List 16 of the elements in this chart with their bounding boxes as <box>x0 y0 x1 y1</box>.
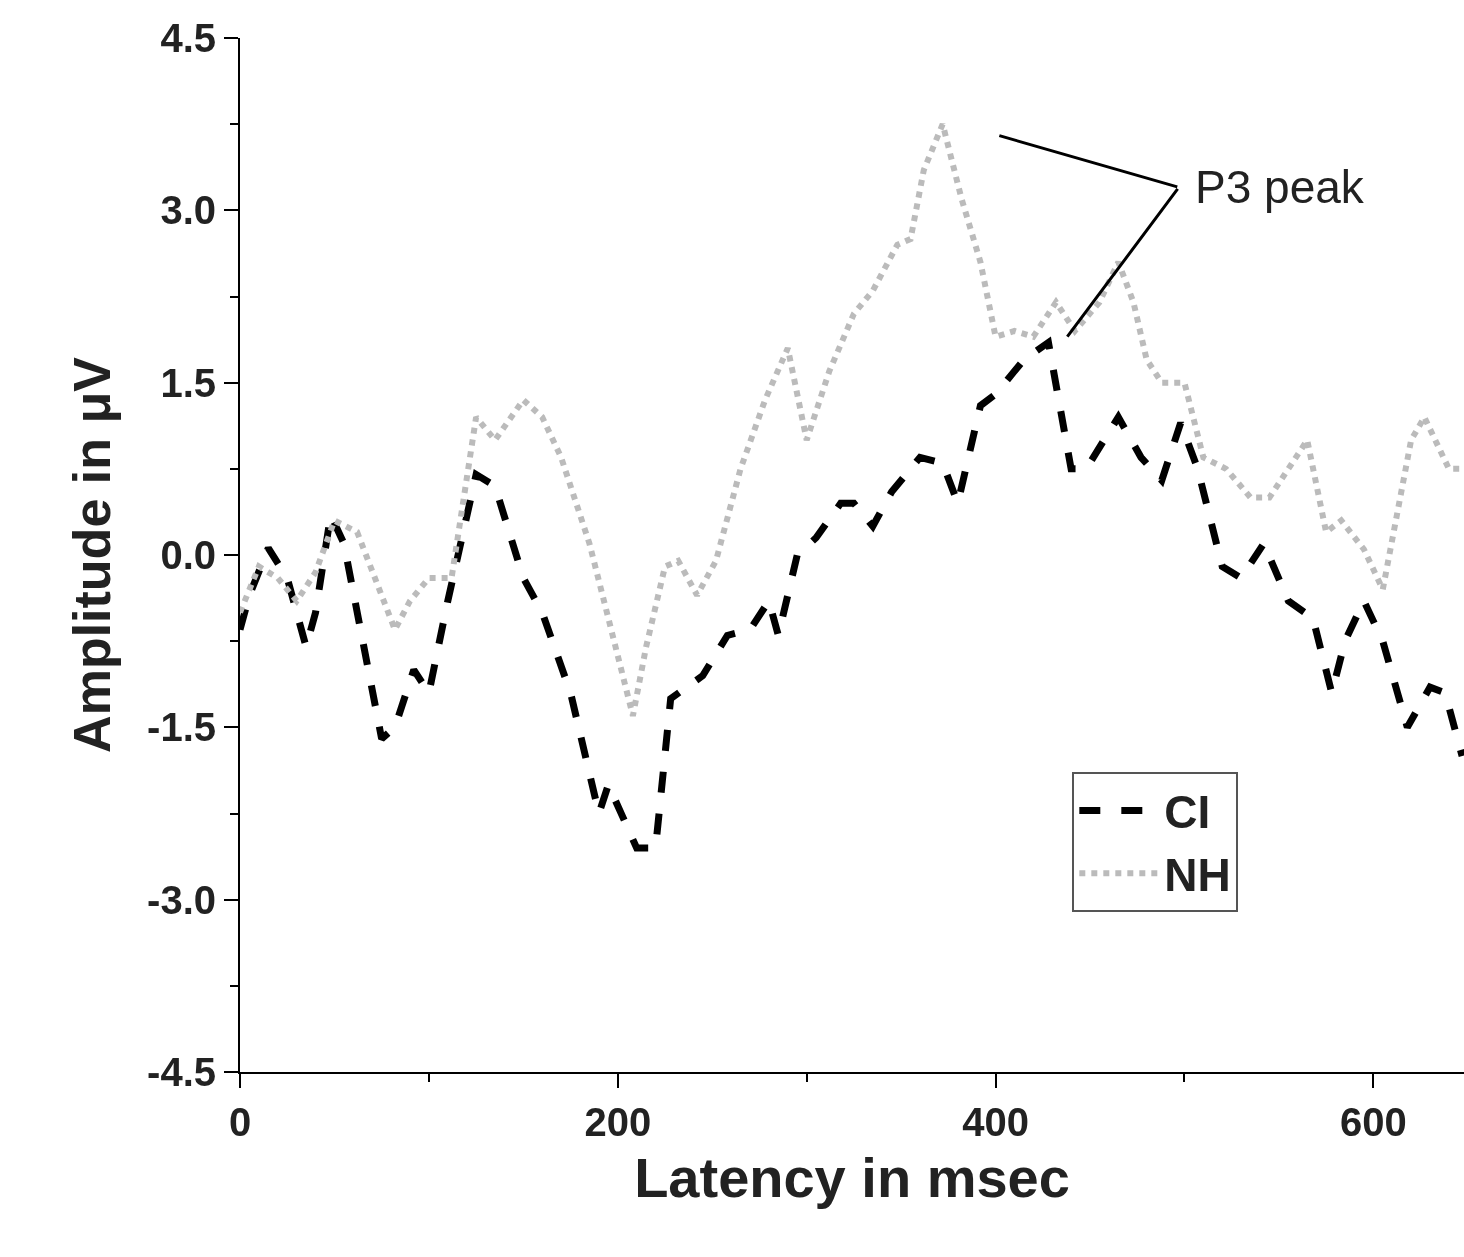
x-tick-label: 200 <box>584 1100 652 1144</box>
x-tick-label: 0 <box>228 1100 252 1144</box>
y-tick-label: 4.5 <box>160 16 216 60</box>
y-tick-label: -3.0 <box>147 877 216 922</box>
x-tick-label: 400 <box>962 1100 1029 1144</box>
annotation: P3 peak <box>1195 161 1365 213</box>
y-tick-label: -4.5 <box>147 1050 216 1094</box>
y-axis-title: Amplitude in μV <box>62 356 121 753</box>
x-axis-title: Latency in msec <box>634 1146 1070 1210</box>
y-tick-label: 0.0 <box>160 533 216 577</box>
legend-label: NH <box>1164 849 1231 902</box>
x-tick-label: 600 <box>1339 1100 1407 1144</box>
legend-label: CI <box>1164 786 1211 839</box>
y-tick-label: 3.0 <box>160 188 216 233</box>
y-tick-label: 1.5 <box>160 360 216 405</box>
y-tick-label: -1.5 <box>147 705 216 750</box>
